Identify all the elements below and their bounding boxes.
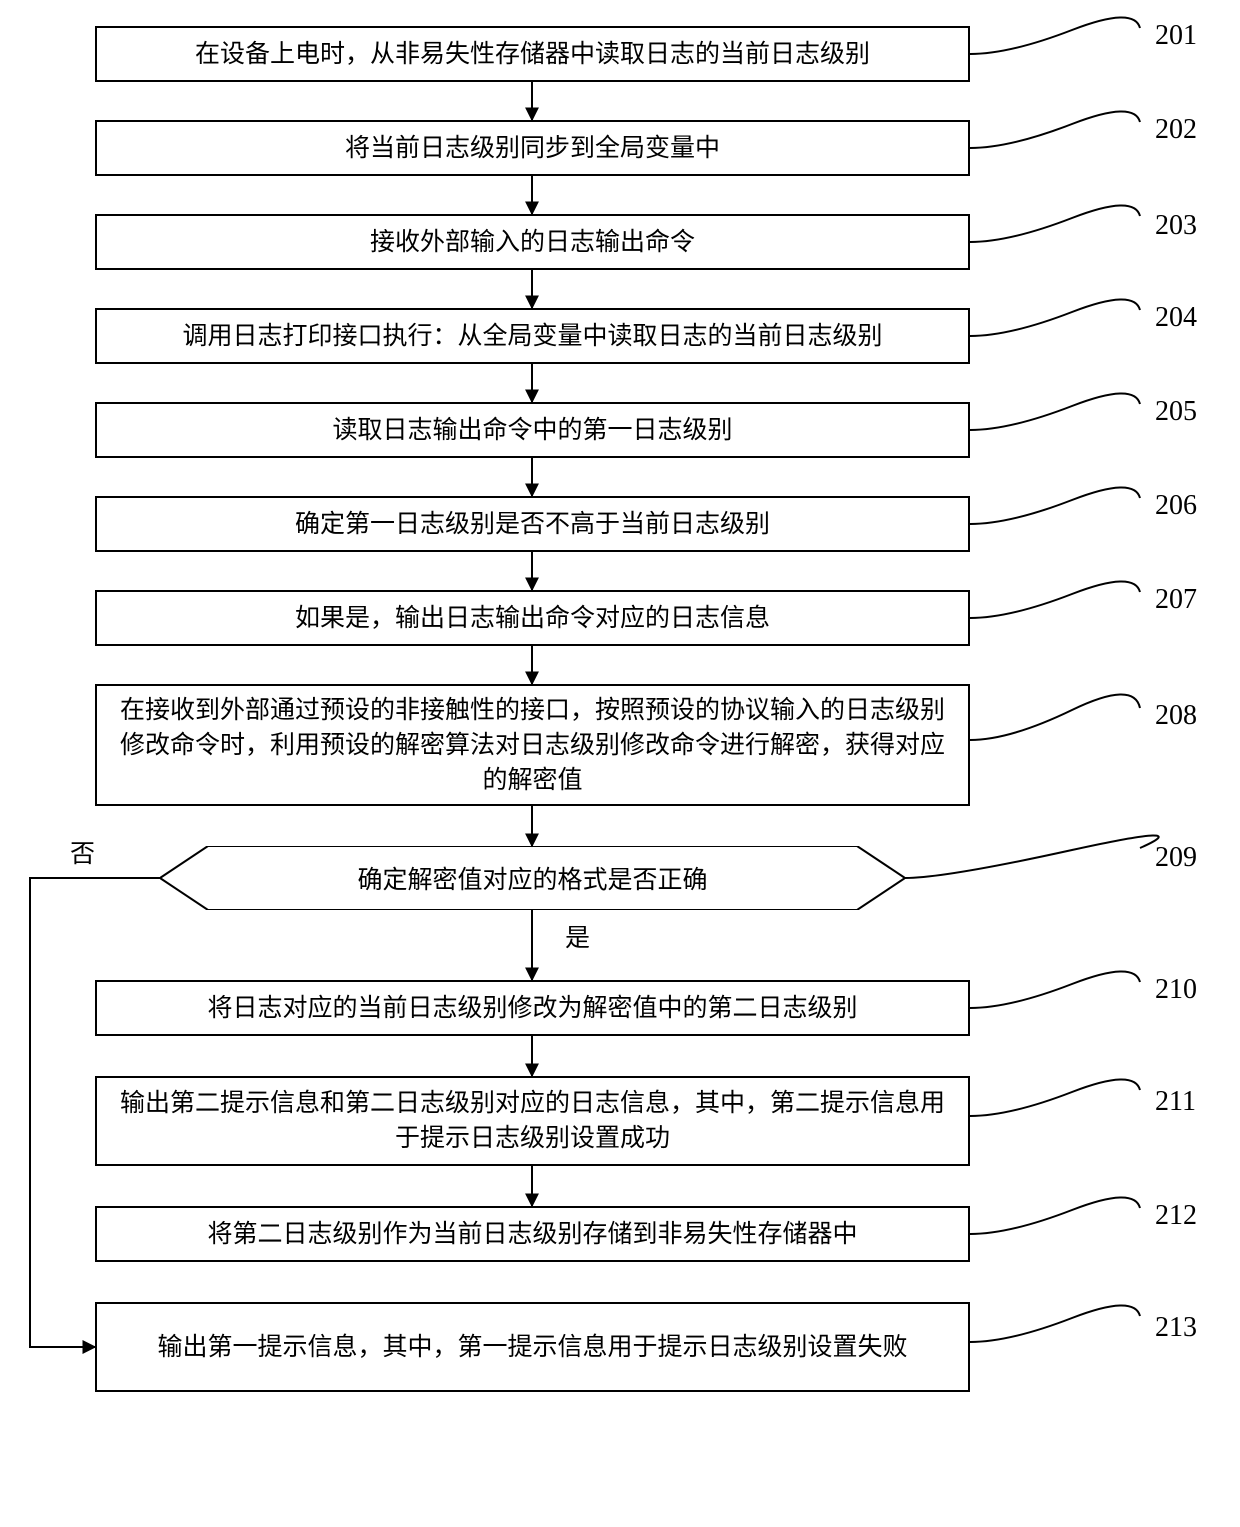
- process-label: 将当前日志级别同步到全局变量中: [345, 131, 720, 166]
- process-s211: 输出第二提示信息和第二日志级别对应的日志信息，其中，第二提示信息用于提示日志级别…: [95, 1076, 970, 1166]
- step-number: 210: [1155, 974, 1197, 1006]
- step-number: 201: [1155, 20, 1197, 52]
- process-label: 调用日志打印接口执行：从全局变量中读取日志的当前日志级别: [182, 319, 882, 354]
- process-label: 确定第一日志级别是否不高于当前日志级别: [295, 507, 770, 542]
- step-number: 204: [1155, 302, 1197, 334]
- process-s208: 在接收到外部通过预设的非接触性的接口，按照预设的协议输入的日志级别修改命令时，利…: [95, 684, 970, 806]
- edge-label-no: 否: [70, 834, 95, 870]
- process-label: 读取日志输出命令中的第一日志级别: [332, 413, 732, 448]
- process-s207: 如果是，输出日志输出命令对应的日志信息: [95, 590, 970, 646]
- process-s206: 确定第一日志级别是否不高于当前日志级别: [95, 496, 970, 552]
- process-s213: 输出第一提示信息，其中，第一提示信息用于提示日志级别设置失败: [95, 1302, 970, 1392]
- process-s202: 将当前日志级别同步到全局变量中: [95, 120, 970, 176]
- decision-label: 确定解密值对应的格式是否正确: [160, 846, 905, 910]
- process-label: 将第二日志级别作为当前日志级别存储到非易失性存储器中: [207, 1217, 857, 1252]
- process-s203: 接收外部输入的日志输出命令: [95, 214, 970, 270]
- process-s204: 调用日志打印接口执行：从全局变量中读取日志的当前日志级别: [95, 308, 970, 364]
- process-label: 在接收到外部通过预设的非接触性的接口，按照预设的协议输入的日志级别修改命令时，利…: [109, 693, 956, 798]
- decision-s209: 确定解密值对应的格式是否正确: [160, 846, 905, 910]
- step-number: 205: [1155, 396, 1197, 428]
- process-label: 将日志对应的当前日志级别修改为解密值中的第二日志级别: [207, 991, 857, 1026]
- edge-label-yes: 是: [565, 918, 590, 954]
- step-number: 206: [1155, 490, 1197, 522]
- process-s210: 将日志对应的当前日志级别修改为解密值中的第二日志级别: [95, 980, 970, 1036]
- step-number: 213: [1155, 1312, 1197, 1344]
- step-number: 202: [1155, 114, 1197, 146]
- step-number: 203: [1155, 210, 1197, 242]
- process-s201: 在设备上电时，从非易失性存储器中读取日志的当前日志级别: [95, 26, 970, 82]
- process-label: 接收外部输入的日志输出命令: [370, 225, 695, 260]
- step-number: 212: [1155, 1200, 1197, 1232]
- process-s212: 将第二日志级别作为当前日志级别存储到非易失性存储器中: [95, 1206, 970, 1262]
- process-label: 如果是，输出日志输出命令对应的日志信息: [295, 601, 770, 636]
- step-number: 207: [1155, 584, 1197, 616]
- process-label: 输出第一提示信息，其中，第一提示信息用于提示日志级别设置失败: [157, 1330, 907, 1365]
- step-number: 208: [1155, 700, 1197, 732]
- process-label: 输出第二提示信息和第二日志级别对应的日志信息，其中，第二提示信息用于提示日志级别…: [109, 1086, 956, 1156]
- process-label: 在设备上电时，从非易失性存储器中读取日志的当前日志级别: [195, 37, 870, 72]
- step-number: 211: [1155, 1086, 1196, 1118]
- step-number: 209: [1155, 842, 1197, 874]
- process-s205: 读取日志输出命令中的第一日志级别: [95, 402, 970, 458]
